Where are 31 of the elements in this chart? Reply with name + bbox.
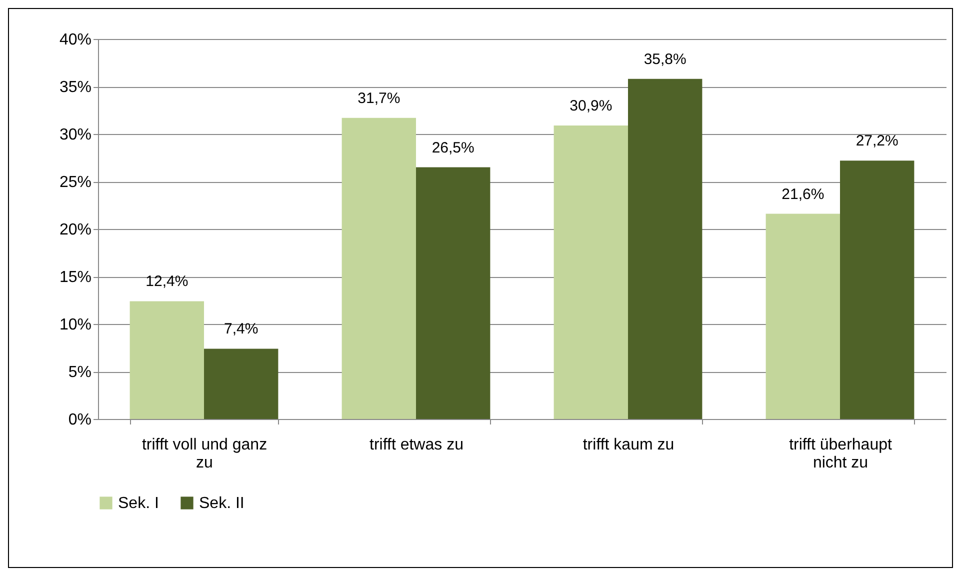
y-tick-label: 5% — [68, 364, 92, 381]
data-label: 12,4% — [146, 273, 188, 290]
bar — [554, 125, 628, 419]
x-tick-label: trifft kaum zu — [582, 436, 674, 454]
legend-label: Sek. II — [199, 495, 244, 512]
bar — [342, 118, 416, 419]
y-tick-label: 20% — [59, 222, 92, 238]
y-tick-label: 25% — [59, 174, 92, 191]
bar — [130, 301, 204, 419]
y-tick-label: 40% — [59, 32, 92, 48]
legend-label: Sek. I — [118, 495, 159, 512]
data-label: 21,6% — [782, 186, 824, 203]
data-label: 7,4% — [224, 320, 258, 338]
data-label: 26,5% — [432, 139, 474, 156]
data-label: 30,9% — [570, 97, 612, 114]
x-tick-label: trifft etwas zu — [370, 436, 464, 454]
bar — [416, 167, 490, 419]
data-label: 31,7% — [358, 90, 400, 107]
y-tick-label: 0% — [68, 412, 92, 428]
y-tick-label: 30% — [59, 126, 92, 144]
x-tick-label: trifft voll und ganz zu — [142, 436, 268, 472]
bar — [766, 214, 840, 419]
bar — [628, 78, 702, 419]
bar — [204, 348, 278, 419]
y-tick-label: 15% — [59, 269, 92, 286]
data-label: 27,2% — [856, 132, 898, 150]
y-tick-label: 10% — [59, 316, 92, 334]
bar — [840, 160, 914, 419]
y-tick-label: 35% — [59, 79, 92, 96]
data-label: 35,8% — [644, 50, 686, 68]
x-tick-label: trifft überhaupt nicht zu — [789, 436, 892, 472]
